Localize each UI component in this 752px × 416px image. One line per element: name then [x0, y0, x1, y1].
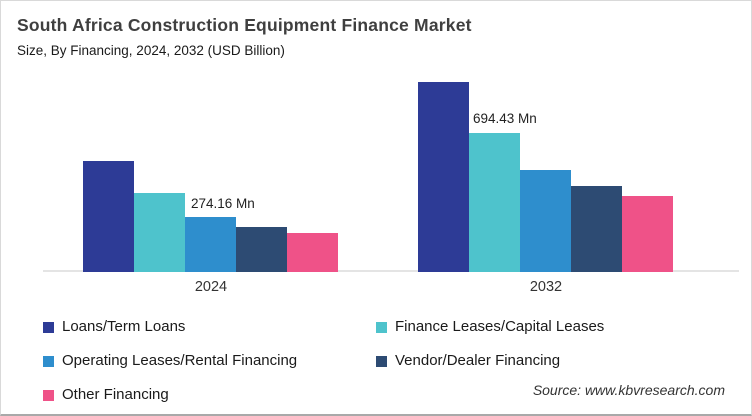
data-label-0: 274.16 Mn [191, 196, 255, 211]
legend-label: Loans/Term Loans [62, 318, 186, 335]
legend-label: Vendor/Dealer Financing [395, 352, 561, 369]
bar-2024-series-4 [287, 233, 338, 272]
x-axis-line [43, 270, 739, 272]
bar-2032-series-2 [520, 170, 571, 272]
bar-2032-series-0 [418, 82, 469, 272]
bar-2024-series-3 [236, 227, 287, 272]
legend-item-3: Vendor/Dealer Financing [376, 351, 560, 371]
legend-swatch-icon [43, 355, 54, 367]
legend-swatch-icon [376, 321, 387, 333]
legend-swatch-icon [376, 355, 387, 367]
source-text: Source: www.kbvresearch.com [532, 382, 725, 398]
legend-item-0: Loans/Term Loans [43, 317, 185, 337]
bar-2024-series-0 [83, 161, 134, 272]
legend-item-4: Other Financing [43, 385, 169, 405]
bar-2032-series-3 [571, 186, 622, 272]
legend-label: Other Financing [62, 386, 169, 403]
legend-swatch-icon [43, 321, 54, 333]
chart-title: South Africa Construction Equipment Fina… [17, 15, 472, 35]
bar-2024-series-2 [185, 217, 236, 272]
legend-label: Finance Leases/Capital Leases [395, 318, 605, 335]
bar-2032-series-4 [622, 196, 673, 272]
data-label-1: 694.43 Mn [473, 111, 537, 126]
legend-item-1: Finance Leases/Capital Leases [376, 317, 604, 337]
legend-item-2: Operating Leases/Rental Financing [43, 351, 297, 371]
x-axis-label-2024: 2024 [194, 279, 228, 295]
bar-2024-series-1 [134, 193, 185, 272]
chart-subtitle: Size, By Financing, 2024, 2032 (USD Bill… [17, 43, 285, 58]
legend-swatch-icon [43, 389, 54, 401]
legend-label: Operating Leases/Rental Financing [62, 352, 298, 369]
bar-2032-series-1 [469, 133, 520, 272]
plot-area [1, 1, 751, 272]
x-axis-label-2032: 2032 [529, 279, 563, 295]
